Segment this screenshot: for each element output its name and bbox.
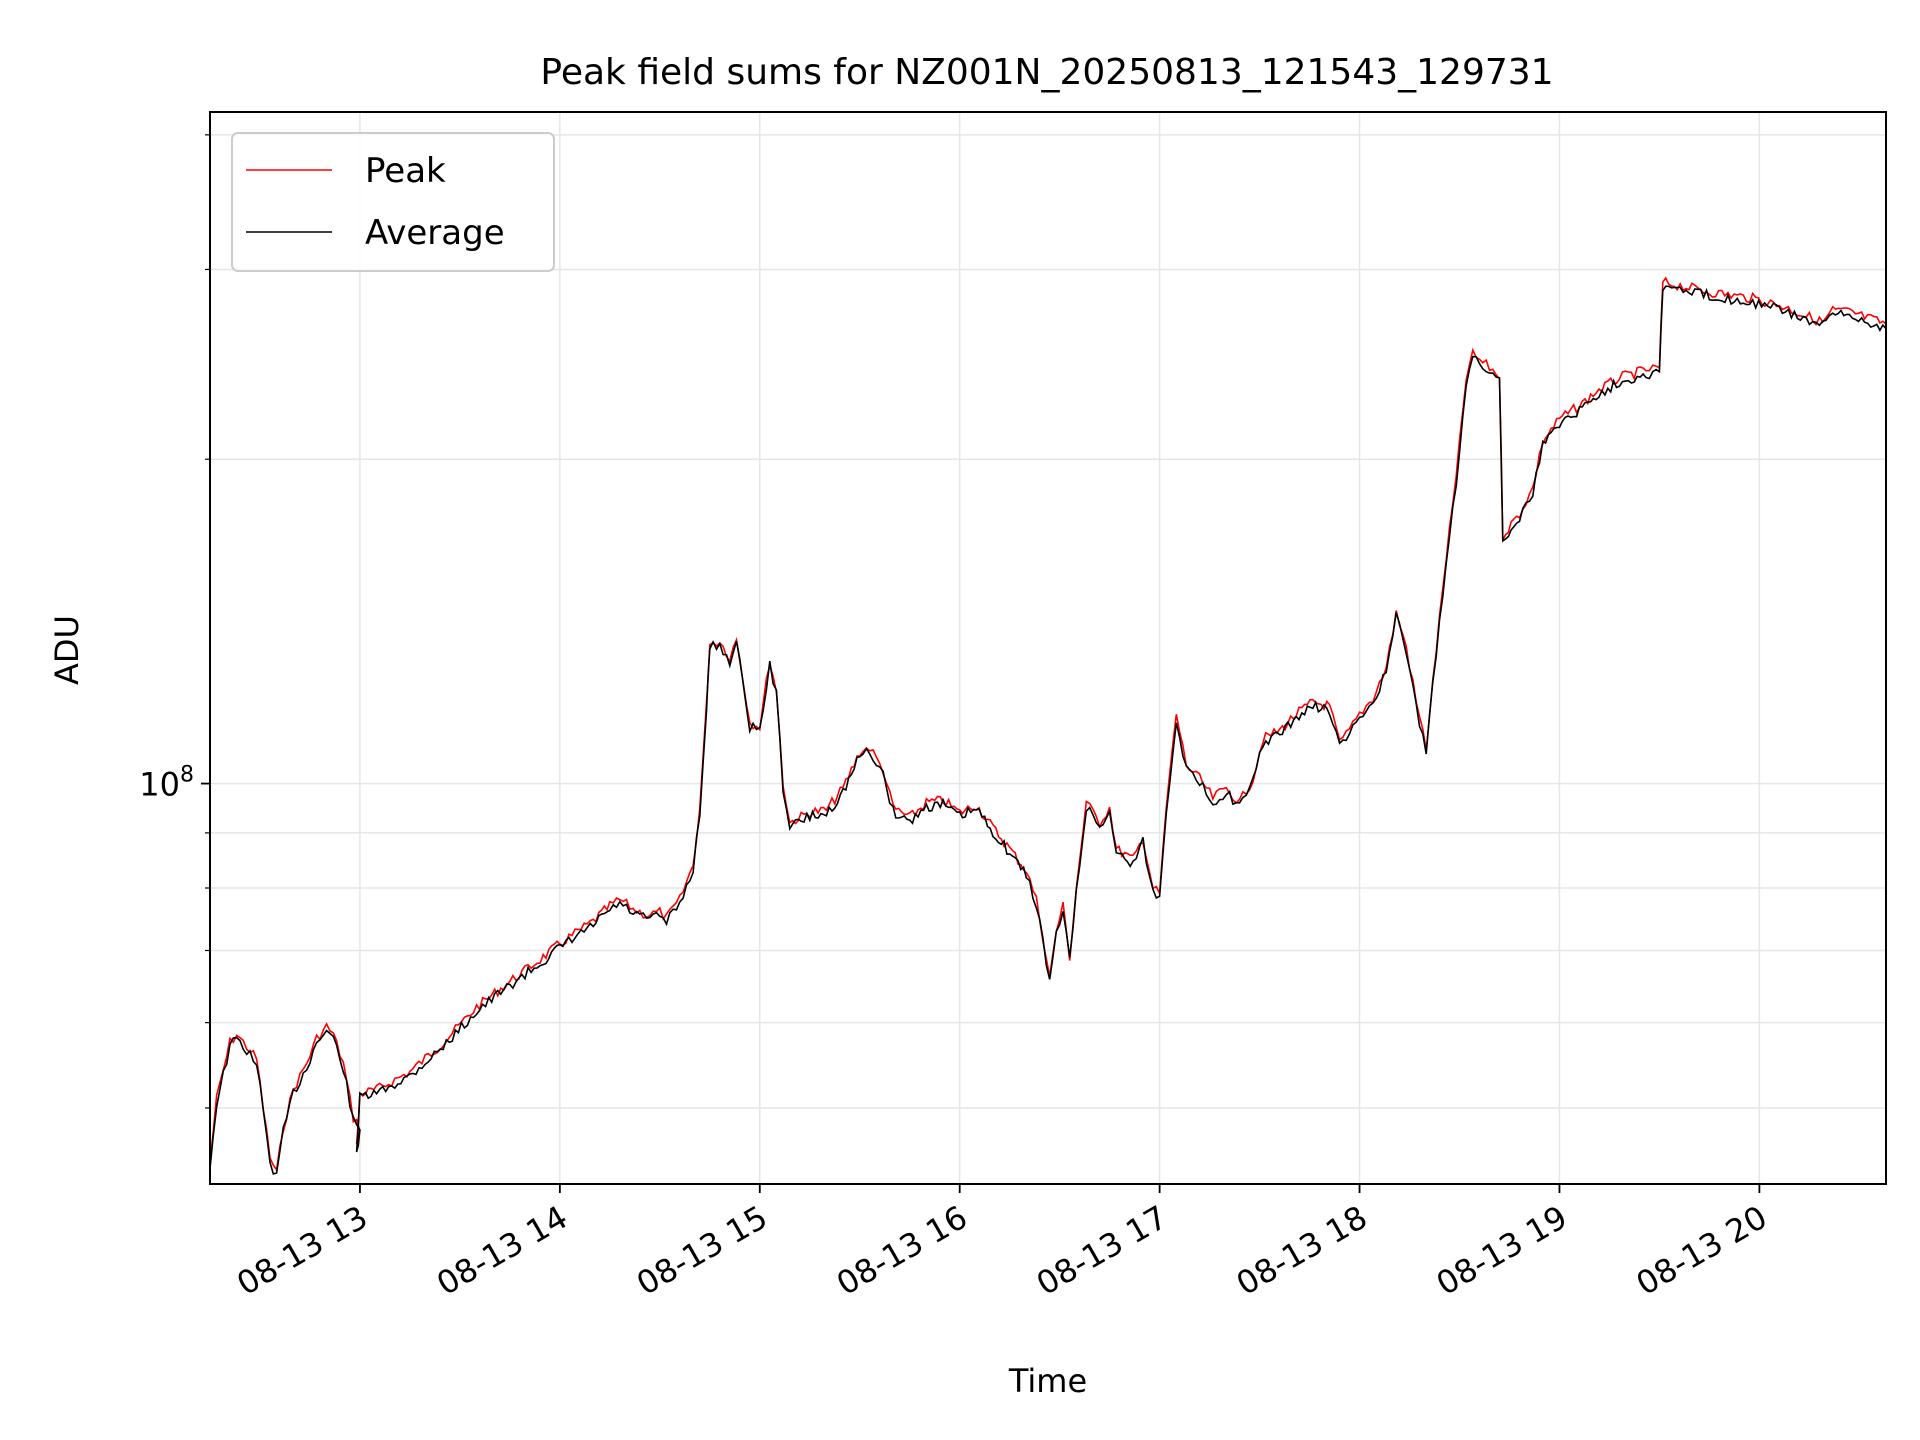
y-axis-label: ADU [48,615,86,685]
plot-area [210,276,1886,1175]
legend-label-average: Average [365,213,505,253]
y-axis: 108 [139,134,210,1109]
series-layer [210,276,1886,1175]
legend-box [231,132,555,272]
series-line-average [210,285,1886,1175]
legend-label-peak: Peak [365,151,446,191]
axes-frame [209,111,1887,1185]
x-axis-label: Time [1008,1362,1087,1400]
y-tick-label: 108 [139,763,194,804]
legend: Peak Average [231,132,555,272]
grid [210,112,1886,1184]
chart-title: Peak field sums for NZ001N_20250813_1215… [540,52,1553,93]
